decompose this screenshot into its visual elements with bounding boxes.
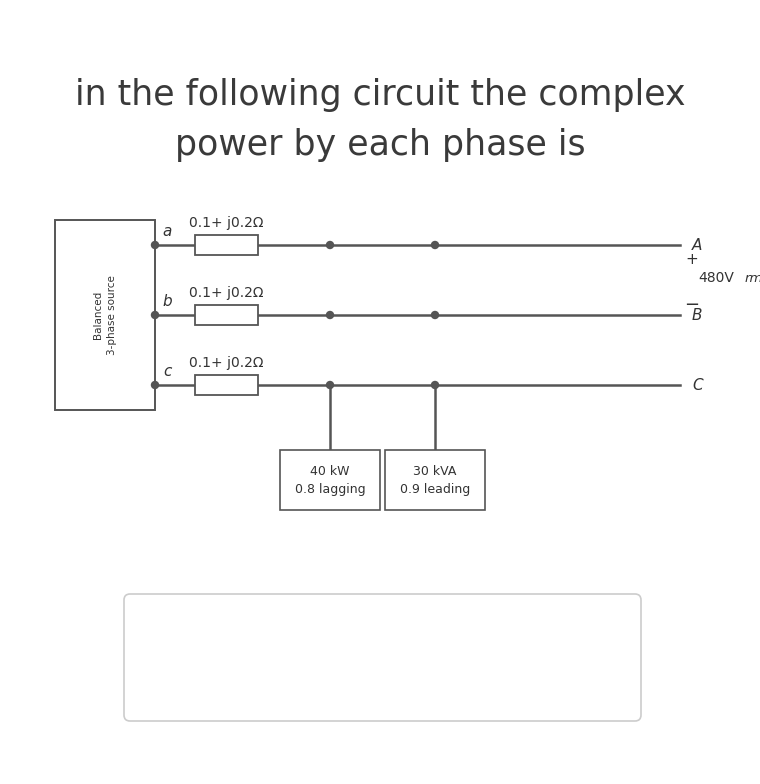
Text: +: + [686,252,698,267]
Text: 0.1+ j0.2Ω: 0.1+ j0.2Ω [189,286,264,300]
Text: B: B [692,307,702,322]
Bar [195,375,258,395]
Bar [195,235,258,255]
Circle shape [432,311,439,318]
Circle shape [151,382,159,389]
Circle shape [432,241,439,249]
Circle shape [151,311,159,318]
Circle shape [432,382,439,389]
Text: power by each phase is: power by each phase is [175,128,585,162]
Text: 0.1+ j0.2Ω: 0.1+ j0.2Ω [189,216,264,230]
Circle shape [327,382,334,389]
Text: 40 kW: 40 kW [310,464,350,477]
Bar [385,450,485,510]
Bar [55,220,155,410]
Text: C: C [692,378,703,393]
Text: 0.1+ j0.2Ω: 0.1+ j0.2Ω [189,356,264,370]
Text: Balanced
3-phase source: Balanced 3-phase source [93,275,117,355]
Text: −: − [685,296,699,314]
Circle shape [151,241,159,249]
Text: rms: rms [745,271,760,285]
FancyBboxPatch shape [124,594,641,721]
Bar [280,450,380,510]
Circle shape [327,241,334,249]
Text: 480V: 480V [698,271,734,285]
Text: b: b [162,293,172,308]
Text: 0.9 leading: 0.9 leading [400,482,470,495]
Circle shape [327,311,334,318]
Text: a: a [163,223,172,238]
Bar [195,305,258,325]
Text: A: A [692,238,702,252]
Text: 30 kVA: 30 kVA [413,464,457,477]
Text: in the following circuit the complex: in the following circuit the complex [74,78,686,112]
Text: 0.8 lagging: 0.8 lagging [295,482,366,495]
Text: c: c [163,364,171,379]
